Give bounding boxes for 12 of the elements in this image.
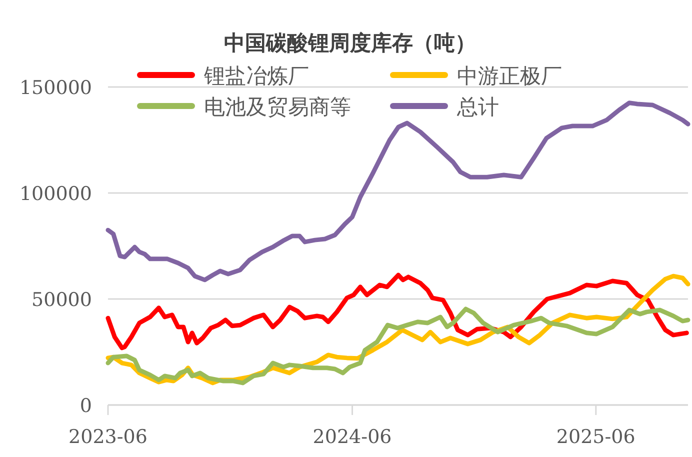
y-tick-label: 100000 (19, 183, 92, 205)
y-tick-label: 0 (80, 395, 92, 417)
y-tick-label: 50000 (32, 289, 92, 311)
legend-label: 电池及贸易商等 (204, 95, 351, 119)
x-tick-label: 2024-06 (312, 426, 392, 448)
legend-label: 总计 (456, 95, 499, 119)
legend-label: 锂盐冶炼厂 (203, 64, 309, 88)
chart-title: 中国碳酸锂周度库存（吨） (224, 30, 476, 55)
y-tick-label: 150000 (19, 77, 92, 99)
legend-label: 中游正极厂 (457, 64, 562, 88)
x-tick-label: 2023-06 (68, 426, 148, 448)
x-tick-label: 2025-06 (556, 426, 636, 448)
